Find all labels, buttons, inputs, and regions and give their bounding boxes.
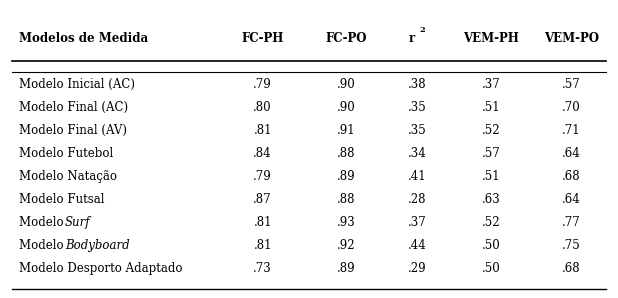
Text: .90: .90 [337,101,355,114]
Text: .73: .73 [253,262,272,275]
Text: .37: .37 [482,78,501,91]
Text: .51: .51 [482,101,501,114]
Text: .50: .50 [482,262,501,275]
Text: Modelos de Medida: Modelos de Medida [19,32,148,45]
Text: Modelo Desporto Adaptado: Modelo Desporto Adaptado [19,262,182,275]
Text: .80: .80 [253,101,272,114]
Text: .38: .38 [408,78,426,91]
Text: VEM-PH: VEM-PH [464,32,519,45]
Text: FC-PH: FC-PH [242,32,284,45]
Text: .71: .71 [562,124,581,137]
Text: VEM-PO: VEM-PO [544,32,599,45]
Text: .51: .51 [482,170,501,183]
Text: .81: .81 [253,216,272,229]
Text: .75: .75 [562,239,581,252]
Text: .93: .93 [337,216,355,229]
Text: Modelo Inicial (AC): Modelo Inicial (AC) [19,78,135,91]
Text: Modelo Natação: Modelo Natação [19,170,117,183]
Text: Surf: Surf [65,216,90,229]
Text: .88: .88 [337,147,355,160]
Text: 2: 2 [419,26,425,34]
Text: r: r [409,32,415,45]
Text: .52: .52 [482,124,501,137]
Text: .88: .88 [337,193,355,206]
Text: Modelo Futebol: Modelo Futebol [19,147,113,160]
Text: .90: .90 [337,78,355,91]
Text: .34: .34 [408,147,426,160]
Text: .89: .89 [337,262,355,275]
Text: .35: .35 [408,101,426,114]
Text: .64: .64 [562,193,581,206]
Text: .57: .57 [562,78,581,91]
Text: Bodyboard: Bodyboard [65,239,130,252]
Text: .81: .81 [253,239,272,252]
Text: .81: .81 [253,124,272,137]
Text: .35: .35 [408,124,426,137]
Text: .68: .68 [562,170,581,183]
Text: .70: .70 [562,101,581,114]
Text: .91: .91 [337,124,355,137]
Text: .79: .79 [253,78,272,91]
Text: .89: .89 [337,170,355,183]
Text: .28: .28 [408,193,426,206]
Text: Modelo: Modelo [19,216,67,229]
Text: .44: .44 [408,239,426,252]
Text: .87: .87 [253,193,272,206]
Text: .63: .63 [482,193,501,206]
Text: .64: .64 [562,147,581,160]
Text: .84: .84 [253,147,272,160]
Text: Modelo Futsal: Modelo Futsal [19,193,104,206]
Text: .68: .68 [562,262,581,275]
Text: .79: .79 [253,170,272,183]
Text: .41: .41 [408,170,426,183]
Text: Modelo: Modelo [19,239,67,252]
Text: .50: .50 [482,239,501,252]
Text: FC-PO: FC-PO [325,32,367,45]
Text: .92: .92 [337,239,355,252]
Text: .37: .37 [408,216,426,229]
Text: .77: .77 [562,216,581,229]
Text: .29: .29 [408,262,426,275]
Text: .57: .57 [482,147,501,160]
Text: .52: .52 [482,216,501,229]
Text: Modelo Final (AV): Modelo Final (AV) [19,124,127,137]
Text: Modelo Final (AC): Modelo Final (AC) [19,101,128,114]
